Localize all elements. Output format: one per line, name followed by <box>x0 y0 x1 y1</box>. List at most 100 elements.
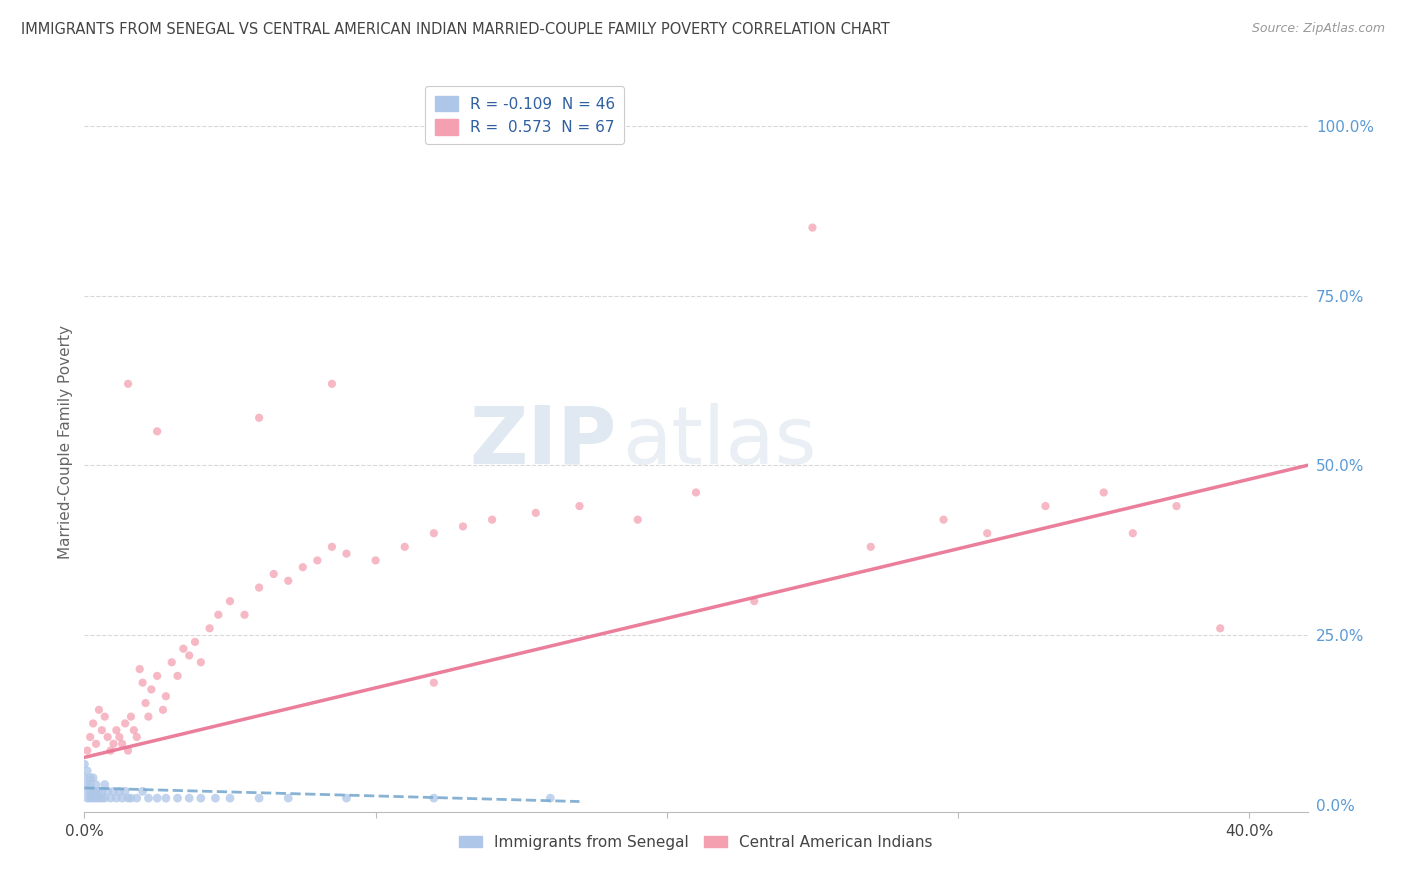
Point <box>108 730 131 744</box>
Point <box>859 540 882 554</box>
Point <box>84 791 107 805</box>
Point <box>131 784 153 798</box>
Point <box>117 791 139 805</box>
Y-axis label: Married-Couple Family Poverty: Married-Couple Family Poverty <box>58 325 73 558</box>
Point <box>160 655 183 669</box>
Point <box>247 410 270 425</box>
Point <box>247 791 270 805</box>
Point <box>207 607 229 622</box>
Point <box>100 791 122 805</box>
Point <box>103 784 125 798</box>
Point <box>84 737 107 751</box>
Point <box>190 655 212 669</box>
Point <box>423 526 446 541</box>
Point <box>79 778 101 792</box>
Point <box>685 485 707 500</box>
Point <box>146 669 169 683</box>
Point <box>114 784 136 798</box>
Point <box>138 709 160 723</box>
Point <box>190 791 212 805</box>
Point <box>73 771 96 785</box>
Point <box>166 791 188 805</box>
Text: IMMIGRANTS FROM SENEGAL VS CENTRAL AMERICAN INDIAN MARRIED-COUPLE FAMILY POVERTY: IMMIGRANTS FROM SENEGAL VS CENTRAL AMERI… <box>21 22 890 37</box>
Point <box>93 791 115 805</box>
Point <box>97 784 120 798</box>
Point <box>742 594 765 608</box>
Point <box>122 723 145 738</box>
Point <box>79 730 101 744</box>
Point <box>179 791 201 805</box>
Point <box>97 730 120 744</box>
Point <box>198 621 221 635</box>
Point <box>100 743 122 757</box>
Point <box>219 594 242 608</box>
Point <box>481 513 503 527</box>
Point <box>120 791 142 805</box>
Point <box>932 513 955 527</box>
Point <box>108 784 131 798</box>
Point <box>219 791 242 805</box>
Point <box>538 791 561 805</box>
Point <box>321 376 343 391</box>
Point <box>82 771 104 785</box>
Point <box>76 778 98 792</box>
Point <box>321 540 343 554</box>
Point <box>141 682 163 697</box>
Point <box>76 764 98 778</box>
Point <box>277 791 299 805</box>
Text: ZIP: ZIP <box>470 402 616 481</box>
Point <box>291 560 314 574</box>
Point <box>120 709 142 723</box>
Point <box>125 791 148 805</box>
Point <box>423 675 446 690</box>
Point <box>84 778 107 792</box>
Point <box>1035 499 1057 513</box>
Point <box>128 662 150 676</box>
Point <box>87 791 110 805</box>
Point <box>131 675 153 690</box>
Point <box>1122 526 1144 541</box>
Legend: Immigrants from Senegal, Central American Indians: Immigrants from Senegal, Central America… <box>453 829 939 856</box>
Point <box>233 607 256 622</box>
Point <box>179 648 201 663</box>
Point <box>307 553 329 567</box>
Point <box>1092 485 1115 500</box>
Point <box>87 703 110 717</box>
Point <box>87 784 110 798</box>
Point <box>138 791 160 805</box>
Point <box>73 757 96 772</box>
Point <box>111 737 134 751</box>
Point <box>247 581 270 595</box>
Text: atlas: atlas <box>623 402 817 481</box>
Point <box>79 784 101 798</box>
Point <box>568 499 591 513</box>
Point <box>184 635 207 649</box>
Point <box>79 771 101 785</box>
Point <box>114 716 136 731</box>
Point <box>335 791 357 805</box>
Point <box>423 791 446 805</box>
Point <box>125 730 148 744</box>
Point <box>105 791 128 805</box>
Point <box>111 791 134 805</box>
Point <box>76 784 98 798</box>
Point <box>117 743 139 757</box>
Point <box>90 784 112 798</box>
Point <box>76 791 98 805</box>
Point <box>90 723 112 738</box>
Point <box>82 716 104 731</box>
Point <box>93 778 115 792</box>
Point <box>524 506 547 520</box>
Point <box>82 791 104 805</box>
Point <box>84 784 107 798</box>
Point <box>76 743 98 757</box>
Point <box>103 737 125 751</box>
Point <box>146 425 169 439</box>
Point <box>976 526 998 541</box>
Point <box>166 669 188 683</box>
Point <box>117 376 139 391</box>
Point <box>364 553 387 567</box>
Text: Source: ZipAtlas.com: Source: ZipAtlas.com <box>1251 22 1385 36</box>
Point <box>627 513 650 527</box>
Point <box>335 547 357 561</box>
